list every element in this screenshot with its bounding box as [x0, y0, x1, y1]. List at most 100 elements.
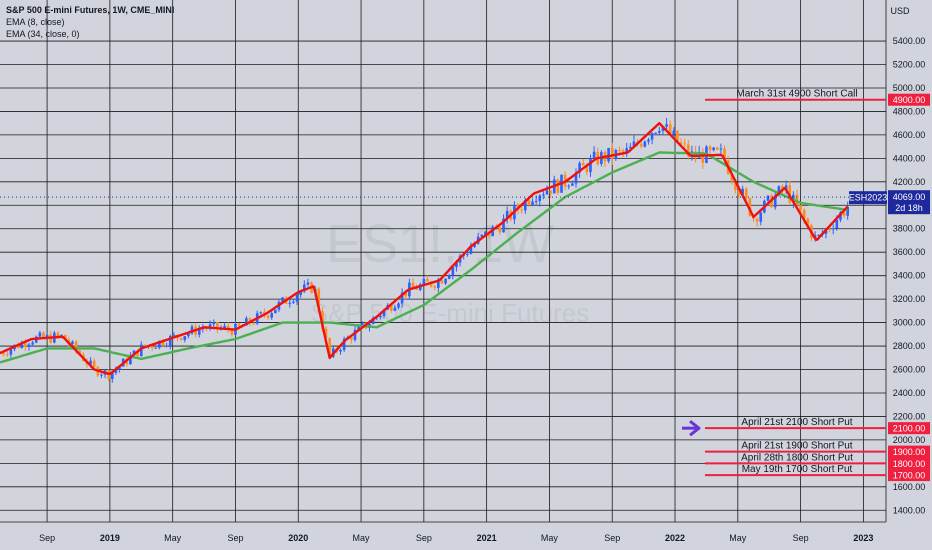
price-tick-label: 3200.00: [893, 294, 926, 304]
time-tick-label: 2022: [665, 533, 685, 543]
candle: [411, 278, 415, 288]
candle: [701, 147, 705, 169]
time-tick-label: 2023: [853, 533, 873, 543]
candle: [679, 138, 683, 145]
candle: [400, 288, 404, 308]
price-tick-label: 4800.00: [893, 106, 926, 116]
last-price-badge: [888, 190, 930, 215]
candle: [226, 322, 230, 333]
annotation-price-badge: [888, 422, 930, 435]
price-axis-unit: USD: [890, 6, 910, 16]
annotation-price: 1700.00: [893, 471, 926, 481]
candle: [712, 146, 715, 152]
annotation-label: April 28th 1800 Short Put: [741, 452, 853, 463]
candle: [592, 146, 596, 160]
candle: [342, 336, 346, 353]
time-tick-label: Sep: [227, 533, 243, 543]
price-tick-label: 5400.00: [893, 36, 926, 46]
candle: [212, 319, 216, 328]
time-tick-label: May: [729, 533, 747, 543]
candle: [672, 127, 676, 137]
candle: [379, 314, 382, 320]
symbol-badge-label: ESH2023: [849, 193, 888, 203]
annotation-line[interactable]: May 19th 1700 Short Put 1700.00: [705, 464, 930, 482]
annotation-price: 1900.00: [893, 447, 926, 457]
price-tick-label: 2800.00: [893, 341, 926, 351]
candle: [596, 147, 600, 166]
annotation-line[interactable]: March 31st 4900 Short Call 4900.00: [705, 89, 930, 106]
candle: [581, 158, 585, 166]
annotation-label: April 21st 2100 Short Put: [741, 417, 852, 428]
legend-ema-8[interactable]: EMA (8, close): [6, 17, 65, 27]
candle: [846, 201, 849, 220]
price-tick-label: 2400.00: [893, 388, 926, 398]
candle: [426, 275, 429, 282]
candle: [549, 190, 552, 198]
candle: [538, 194, 542, 207]
candle: [773, 191, 777, 210]
candle: [306, 278, 310, 287]
candle: [556, 178, 560, 195]
time-axis-bg: [0, 522, 886, 550]
candle: [92, 358, 96, 369]
candle: [179, 337, 183, 341]
arrow-icon: [682, 419, 701, 437]
candle: [505, 206, 509, 224]
candle: [259, 311, 263, 315]
price-tick-label: 5200.00: [893, 60, 926, 70]
candle: [292, 299, 295, 304]
candle: [719, 143, 723, 155]
candle: [111, 372, 114, 383]
candle: [665, 118, 668, 130]
annotation-line[interactable]: April 21st 1900 Short Put 1900.00: [705, 441, 930, 458]
candle: [567, 184, 571, 190]
candle: [339, 348, 342, 355]
candle: [295, 293, 299, 305]
candle: [5, 350, 9, 357]
annotation-price: 4900.00: [893, 95, 926, 105]
time-tick-label: 2020: [288, 533, 308, 543]
price-tick-label: 3400.00: [893, 271, 926, 281]
candle: [208, 320, 212, 331]
candle: [183, 335, 187, 343]
time-tick-label: Sep: [793, 533, 809, 543]
candle: [715, 146, 719, 151]
price-tick-label: 4200.00: [893, 177, 926, 187]
annotation-label: May 19th 1700 Short Put: [742, 464, 853, 475]
candle: [288, 299, 292, 308]
annotation-line[interactable]: April 28th 1800 Short Put 1800.00: [705, 452, 930, 470]
candle: [404, 292, 408, 301]
annotation-price: 2100.00: [893, 424, 926, 434]
candle: [755, 217, 759, 227]
time-tick-label: May: [164, 533, 182, 543]
time-axis[interactable]: Sep 2019 May Sep 2020 May Sep 2021 May Sep 2022 May…: [0, 521, 886, 550]
candle: [433, 285, 437, 291]
price-tick-label: 3000.00: [893, 318, 926, 328]
annotation-line[interactable]: April 21st 2100 Short Put 2100.00: [705, 417, 930, 435]
candle: [687, 140, 690, 160]
price-tick-label: 3600.00: [893, 247, 926, 257]
chart-title[interactable]: S&P 500 E-mini Futures, 1W, CME_MINI: [6, 5, 175, 15]
annotation-label: March 31st 4900 Short Call: [736, 89, 857, 100]
candle: [545, 185, 549, 195]
candle: [451, 265, 455, 280]
candle: [168, 334, 172, 350]
candle: [574, 168, 578, 188]
candle: [531, 198, 534, 207]
candle: [643, 140, 647, 148]
candle: [647, 137, 650, 145]
candle: [190, 324, 194, 336]
candle: [799, 204, 802, 212]
price-tick-label: 1600.00: [893, 482, 926, 492]
candle: [444, 278, 447, 286]
candle: [31, 340, 34, 347]
candle: [38, 330, 42, 338]
candle: [270, 311, 273, 320]
candle: [795, 189, 799, 207]
legend-ema-34[interactable]: EMA (34, close, 0): [6, 29, 80, 39]
annotation-price-badge: [888, 469, 930, 482]
candle: [708, 144, 712, 155]
candle: [831, 224, 835, 235]
